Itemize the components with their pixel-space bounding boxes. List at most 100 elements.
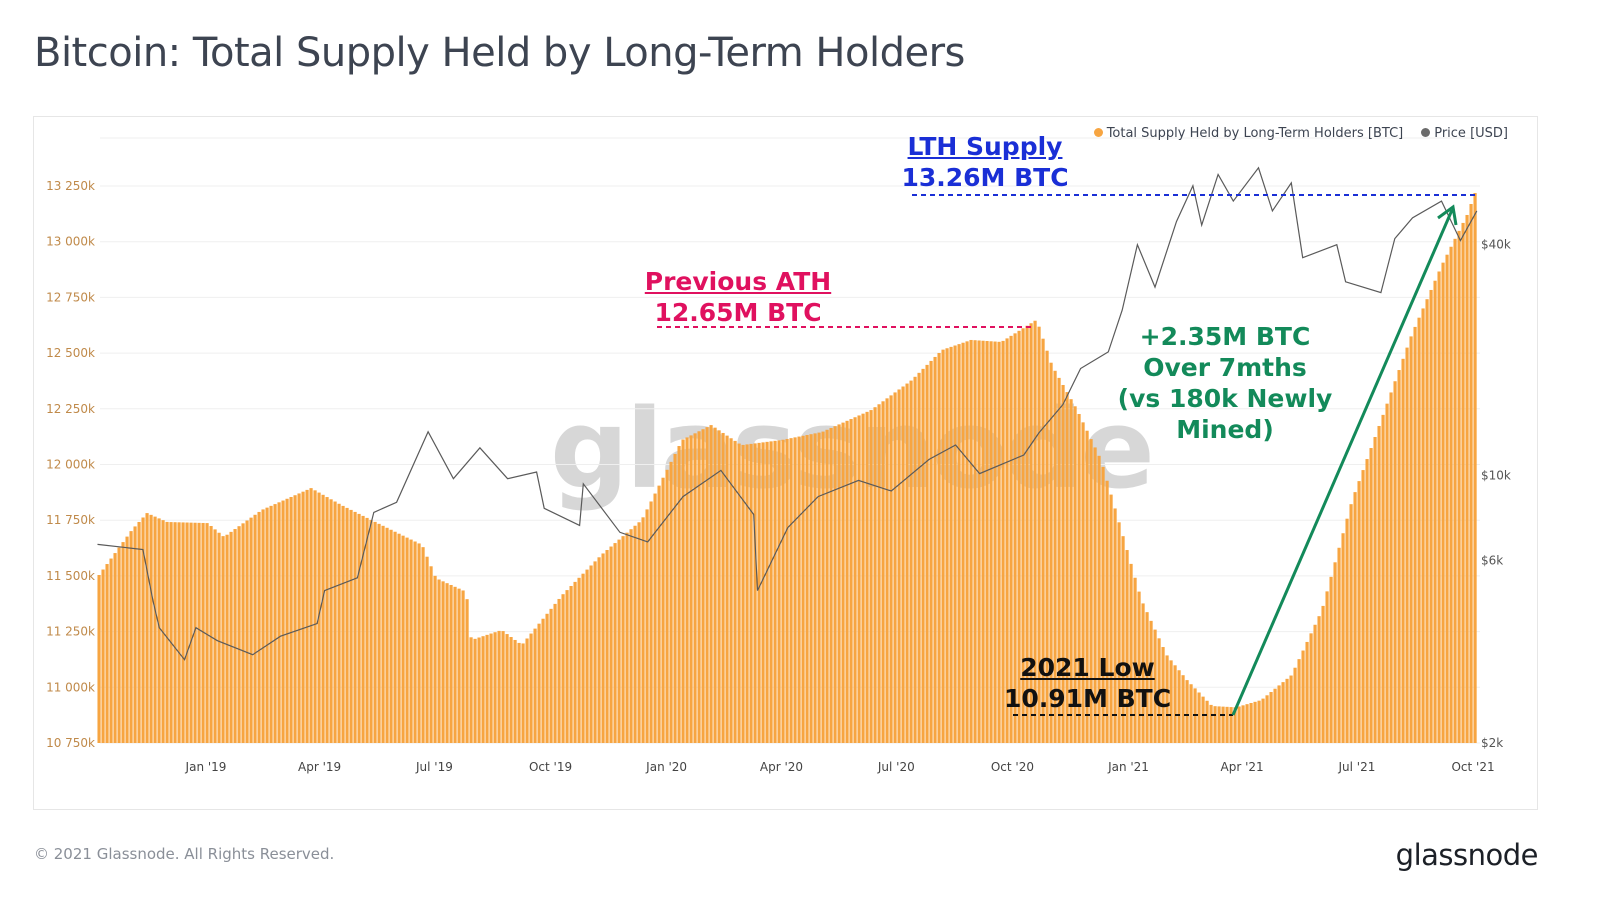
- supply-bar: [377, 523, 381, 743]
- supply-bar: [413, 541, 417, 743]
- supply-bar: [437, 579, 441, 743]
- supply-bar: [1001, 340, 1005, 743]
- y-left-tick-label: 12 250k: [46, 402, 95, 416]
- supply-bar: [1465, 214, 1469, 744]
- supply-bar: [729, 438, 733, 743]
- supply-bar: [577, 577, 581, 743]
- supply-bar: [181, 522, 185, 743]
- supply-bar: [293, 495, 297, 743]
- supply-bar: [881, 401, 885, 743]
- supply-bar: [713, 427, 717, 743]
- supply-bar: [949, 346, 953, 743]
- supply-bar: [349, 509, 353, 743]
- supply-bar: [953, 345, 957, 743]
- supply-bar: [977, 340, 981, 743]
- supply-bar: [157, 518, 161, 743]
- supply-bar: [133, 526, 137, 743]
- supply-bar: [785, 438, 789, 743]
- supply-bar: [581, 573, 585, 743]
- supply-bar: [905, 383, 909, 743]
- supply-bar: [645, 509, 649, 743]
- supply-bar: [229, 531, 233, 743]
- supply-bar: [1361, 470, 1365, 743]
- supply-bar: [589, 565, 593, 743]
- supply-bar: [649, 501, 653, 743]
- supply-bar: [185, 522, 189, 743]
- supply-bar: [661, 477, 665, 743]
- supply-bar: [169, 522, 173, 743]
- legend-label: Price [USD]: [1434, 126, 1508, 141]
- supply-bar: [1369, 448, 1373, 743]
- supply-bar: [769, 441, 773, 743]
- x-tick-label: Oct '19: [529, 760, 572, 774]
- supply-bar: [1429, 289, 1433, 743]
- y-left-tick-label: 13 250k: [46, 179, 95, 193]
- supply-bar: [493, 632, 497, 743]
- supply-bar: [817, 432, 821, 743]
- legend-item-supply[interactable]: Total Supply Held by Long-Term Holders […: [1093, 126, 1403, 141]
- supply-bar: [585, 569, 589, 743]
- supply-bar: [253, 514, 257, 743]
- supply-bar: [809, 434, 813, 743]
- supply-bar: [409, 539, 413, 743]
- supply-bar: [1357, 481, 1361, 743]
- supply-bar: [1133, 577, 1137, 743]
- supply-bar: [1049, 362, 1053, 743]
- supply-bar: [1385, 403, 1389, 743]
- supply-bar: [1421, 308, 1425, 743]
- supply-bar: [209, 526, 213, 743]
- supply-bar: [725, 435, 729, 743]
- supply-bar: [601, 553, 605, 743]
- supply-bar: [1345, 518, 1349, 743]
- supply-bar: [1293, 667, 1297, 743]
- supply-bar: [753, 443, 757, 743]
- supply-bar: [765, 441, 769, 743]
- supply-bar: [425, 556, 429, 743]
- supply-bar: [1069, 399, 1073, 743]
- x-tick-label: Jul '19: [415, 760, 453, 774]
- supply-bar: [173, 522, 177, 743]
- supply-bar: [441, 581, 445, 743]
- supply-bar: [1005, 338, 1009, 743]
- supply-bar: [1217, 706, 1221, 743]
- y-left-tick-label: 12 750k: [46, 290, 95, 304]
- supply-bar: [1473, 193, 1477, 744]
- supply-bar: [1257, 700, 1261, 743]
- supply-bar: [1221, 706, 1225, 743]
- supply-bar: [341, 505, 345, 743]
- supply-bar: [657, 485, 661, 743]
- low-annotation: 2021 Low 10.91M BTC: [1000, 652, 1175, 714]
- supply-bar: [1349, 504, 1353, 743]
- x-tick-label: Apr '20: [760, 760, 803, 774]
- supply-bar: [965, 341, 969, 743]
- supply-bar: [429, 566, 433, 743]
- supply-bar: [1389, 392, 1393, 743]
- y-left-tick-label: 11 250k: [46, 625, 95, 639]
- supply-bar: [833, 426, 837, 743]
- supply-bar: [1449, 246, 1453, 743]
- supply-bar: [353, 511, 357, 743]
- supply-bar: [853, 417, 857, 743]
- y-right-tick-label: $10k: [1481, 468, 1511, 482]
- supply-bar: [1289, 675, 1293, 743]
- supply-bar: [909, 380, 913, 743]
- supply-bar: [849, 419, 853, 743]
- supply-bar: [1317, 616, 1321, 743]
- supply-bar: [573, 581, 577, 743]
- supply-bar: [549, 608, 553, 743]
- supply-bar: [1313, 624, 1317, 743]
- supply-bar: [537, 623, 541, 743]
- supply-bar: [1213, 706, 1217, 743]
- supply-bar: [865, 411, 869, 743]
- supply-bar: [1125, 550, 1129, 743]
- glassnode-logo: glassnode: [1395, 838, 1539, 872]
- supply-bar: [369, 519, 373, 743]
- supply-bar: [449, 584, 453, 743]
- legend-item-price[interactable]: Price [USD]: [1421, 126, 1508, 141]
- supply-bar: [473, 638, 477, 743]
- supply-bar: [485, 634, 489, 743]
- supply-bar: [669, 461, 673, 743]
- supply-bar: [113, 553, 117, 743]
- supply-bar: [1265, 695, 1269, 743]
- supply-bar: [217, 532, 221, 743]
